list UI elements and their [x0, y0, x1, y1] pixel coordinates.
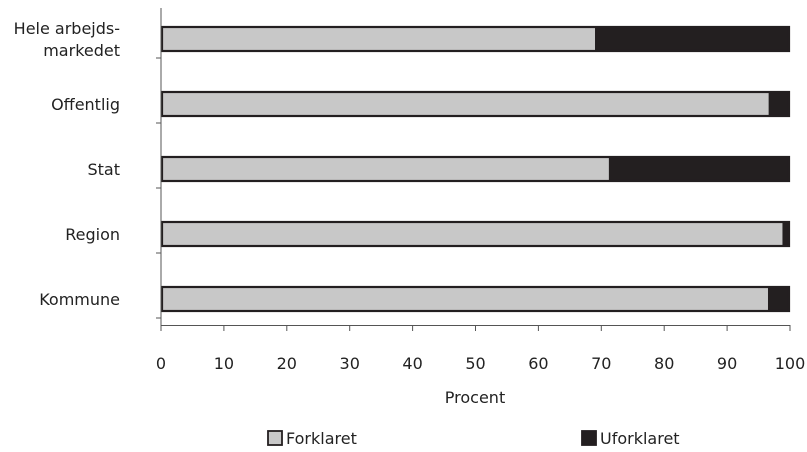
x-axis-title: Procent — [445, 388, 505, 407]
bar-forklaret-2 — [161, 156, 609, 182]
bar-outline-2 — [160, 155, 791, 183]
x-tick-label-2: 20 — [277, 354, 297, 373]
category-label-4: Kommune — [39, 290, 120, 309]
x-tick-label-10: 100 — [775, 354, 806, 373]
bar-forklaret-3 — [161, 221, 783, 247]
legend-label-uforklaret: Uforklaret — [600, 429, 680, 448]
bar-outline-4 — [160, 285, 791, 313]
x-tick-label-4: 40 — [402, 354, 422, 373]
category-label-3: Region — [65, 225, 120, 244]
bar-forklaret-1 — [161, 91, 769, 117]
legend-swatch-forklaret — [267, 430, 283, 446]
category-label-0: Hele arbejds-markedet — [14, 19, 120, 60]
labels-group: Hele arbejds-markedet Offentlig Stat Region… — [14, 19, 806, 407]
category-label-1: Offentlig — [51, 95, 120, 114]
x-tick-label-3: 30 — [340, 354, 360, 373]
bar-uforklaret-3 — [782, 221, 790, 247]
bar-outline-3 — [160, 220, 791, 248]
bar-uforklaret-0 — [595, 26, 790, 52]
x-tick-label-5: 50 — [465, 354, 485, 373]
bar-uforklaret-1 — [768, 91, 790, 117]
bar-forklaret-0 — [161, 26, 596, 52]
bar-outline-1 — [160, 90, 791, 118]
x-tick-label-6: 60 — [528, 354, 548, 373]
bar-uforklaret-2 — [608, 156, 790, 182]
x-tick-label-0: 0 — [156, 354, 166, 373]
legend-swatch-uforklaret — [581, 430, 597, 446]
legend-label-forklaret: Forklaret — [286, 429, 357, 448]
x-tick-label-8: 80 — [654, 354, 674, 373]
x-tick-label-7: 70 — [591, 354, 611, 373]
legend: Forklaret Uforklaret — [267, 429, 680, 448]
bar-uforklaret-4 — [767, 286, 790, 312]
bar-forklaret-4 — [161, 286, 768, 312]
category-label-2: Stat — [87, 160, 120, 179]
bars-group — [160, 25, 791, 313]
x-tick-label-9: 90 — [717, 354, 737, 373]
axes-group — [156, 8, 791, 331]
bar-outline-0 — [160, 25, 791, 53]
x-tick-label-1: 10 — [214, 354, 234, 373]
